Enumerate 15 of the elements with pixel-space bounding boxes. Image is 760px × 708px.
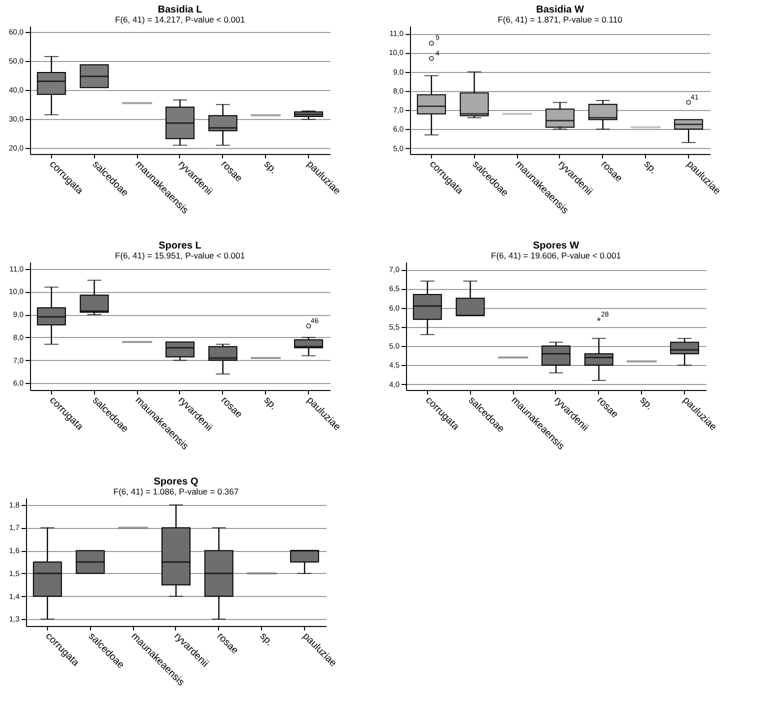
x-tick-label: sp. xyxy=(261,158,279,176)
x-tick-label: sp. xyxy=(641,158,659,176)
chart-subtitle: F(6, 41) = 15.951, P-value < 0.001 xyxy=(115,250,246,260)
x-tick-label: sp. xyxy=(257,630,275,648)
chart-subtitle: F(6, 41) = 1.871, P-value = 0.110 xyxy=(498,14,623,24)
chart-title: Basidia L xyxy=(158,4,202,16)
chart-subtitle: F(6, 41) = 14.217, P-value < 0.001 xyxy=(115,14,246,24)
chart-title: Spores L xyxy=(158,240,202,252)
chart-subtitle: F(6, 41) = 1.086, P-value = 0.367 xyxy=(113,486,239,496)
chart-title: Spores W xyxy=(532,240,580,252)
x-tick-label: sp. xyxy=(261,394,279,412)
x-tick-label: sp. xyxy=(637,394,655,412)
chart-title: Basidia W xyxy=(536,4,584,16)
chart-title: Spores Q xyxy=(154,476,198,488)
chart-subtitle: F(6, 41) = 19.606, P-value < 0.001 xyxy=(491,250,622,260)
